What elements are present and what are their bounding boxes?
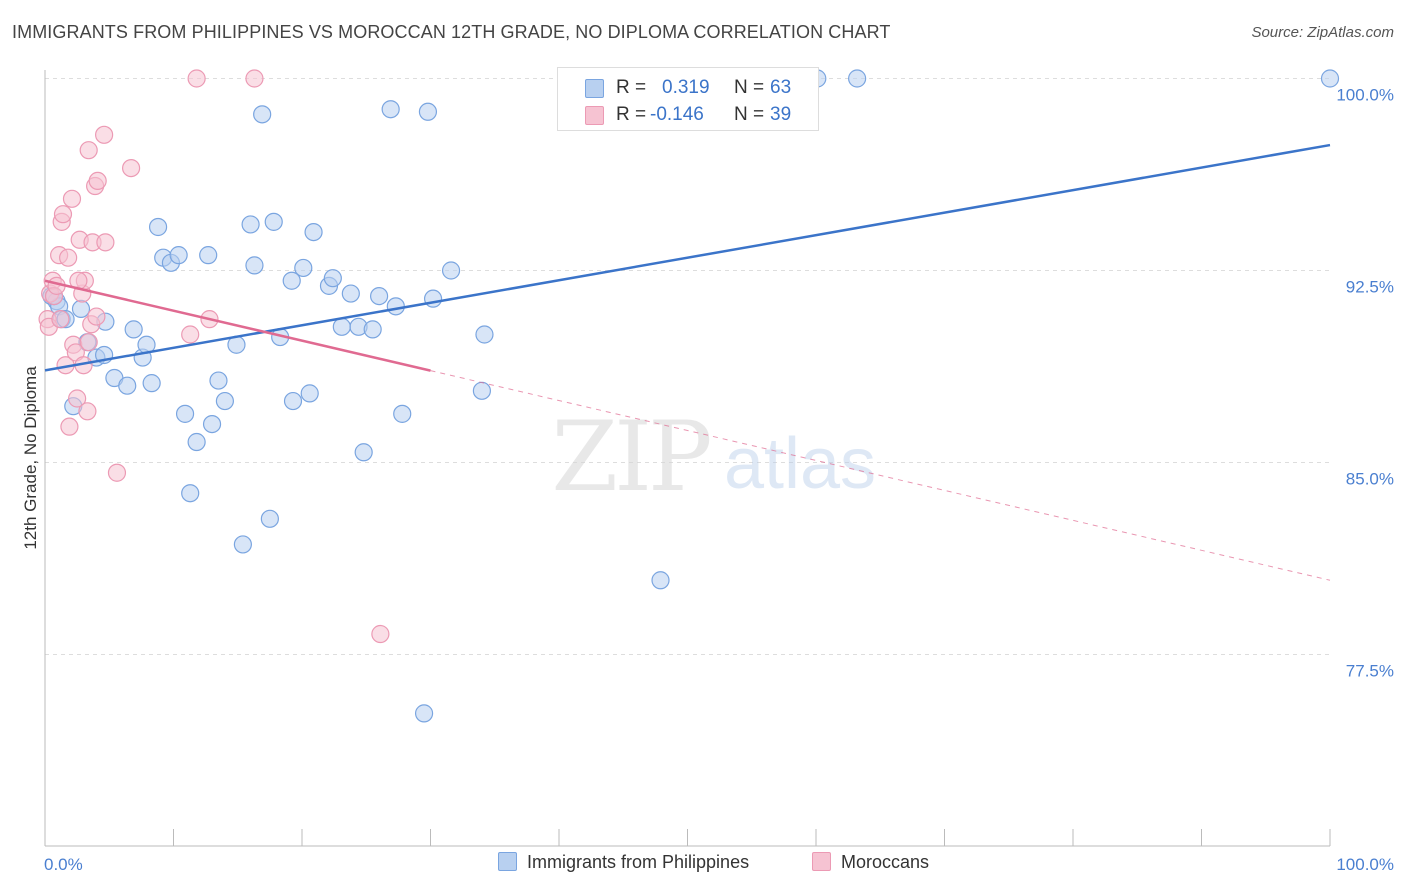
legend-swatch-pink [585, 106, 604, 125]
point-moroccans [60, 417, 79, 436]
legend-row-philippines: R = 0.319 N = 63 [558, 76, 818, 102]
legend-item-philippines: Immigrants from Philippines [498, 852, 749, 873]
point-philippines [148, 217, 168, 237]
legend-n-label: N = [734, 104, 765, 125]
point-moroccans [107, 463, 127, 482]
trend-line-moroccans-extension [430, 370, 1331, 581]
point-philippines [118, 376, 137, 395]
point-philippines [300, 384, 319, 403]
trend-lines [44, 143, 1331, 581]
point-moroccans [79, 141, 98, 160]
legend-r-label: R = [616, 77, 647, 98]
point-philippines [475, 325, 494, 344]
legend-r-value: 0.319 [662, 77, 710, 98]
point-philippines [441, 261, 461, 280]
point-moroccans [245, 69, 264, 88]
point-moroccans [88, 171, 107, 190]
point-moroccans [51, 310, 70, 329]
point-philippines [181, 484, 200, 503]
point-moroccans [121, 159, 141, 178]
y-tick-label: 85.0% [1346, 470, 1394, 489]
point-philippines [418, 102, 438, 121]
point-philippines [386, 297, 405, 316]
legend-item-moroccans: Moroccans [812, 852, 929, 873]
legend-r-value: -0.146 [650, 104, 704, 125]
point-philippines [245, 256, 264, 275]
legend-n-value: 39 [770, 104, 792, 125]
legend-n-value: 63 [770, 77, 792, 98]
tick-labels: 77.5% 85.0% 92.5% 100.0% 0.0% 100.0% [44, 86, 1394, 875]
point-philippines [241, 215, 260, 234]
point-moroccans [79, 333, 98, 352]
point-philippines [332, 317, 351, 336]
point-philippines [215, 391, 234, 411]
point-moroccans [53, 205, 73, 224]
watermark: ZIP atlas [551, 401, 876, 513]
legend-swatch-blue [498, 852, 517, 871]
y-tick-label: 92.5% [1346, 278, 1394, 297]
point-philippines [71, 299, 91, 318]
point-philippines [233, 535, 252, 554]
point-moroccans [95, 125, 114, 144]
point-philippines [414, 704, 434, 723]
point-philippines [253, 105, 272, 124]
y-tick-label: 100.0% [1336, 86, 1394, 105]
trend-line-moroccans [44, 279, 431, 372]
chart-title: IMMIGRANTS FROM PHILIPPINES VS MOROCCAN … [12, 22, 891, 42]
point-philippines [381, 100, 400, 119]
point-moroccans [62, 189, 82, 208]
point-philippines [142, 374, 161, 393]
axes [44, 70, 1331, 847]
point-philippines [341, 284, 360, 303]
point-philippines [209, 371, 228, 390]
point-philippines [323, 269, 342, 288]
point-philippines [202, 415, 222, 434]
point-moroccans [96, 233, 115, 252]
point-moroccans [68, 389, 87, 408]
legend-r-label: R = [616, 104, 647, 125]
point-philippines [169, 246, 188, 265]
trend-line-philippines [44, 143, 1331, 372]
point-philippines [282, 271, 301, 290]
point-philippines [370, 287, 389, 306]
point-philippines [260, 509, 279, 528]
y-tick-label: 77.5% [1346, 662, 1394, 681]
grid-lines [45, 78, 1330, 655]
point-moroccans [371, 624, 390, 644]
point-philippines [354, 443, 373, 462]
point-philippines [393, 404, 412, 423]
legend-label-moroccans: Moroccans [841, 852, 930, 872]
point-philippines [124, 320, 143, 339]
point-moroccans [187, 69, 206, 88]
point-philippines [304, 223, 323, 242]
point-philippines [294, 258, 313, 278]
legend-swatch-blue [585, 79, 604, 98]
point-philippines [1320, 69, 1340, 88]
legend-swatch-pink [812, 852, 831, 871]
point-philippines [175, 404, 195, 423]
x-tick-label: 100.0% [1336, 855, 1394, 874]
point-moroccans [87, 307, 106, 326]
source-label: Source: ZipAtlas.com [1251, 24, 1394, 41]
watermark-zip: ZIP [551, 401, 710, 513]
point-philippines [264, 212, 283, 231]
point-philippines [199, 246, 218, 265]
point-moroccans [181, 325, 200, 344]
point-moroccans [78, 402, 97, 421]
legend-row-moroccans: R = -0.146 N = 39 [558, 103, 818, 129]
point-philippines [848, 69, 867, 88]
x-tick-label: 0.0% [44, 855, 83, 874]
point-philippines [363, 320, 382, 339]
point-philippines [283, 391, 303, 411]
legend-n-label: N = [734, 77, 765, 98]
points [38, 69, 1340, 723]
point-philippines [651, 571, 670, 590]
point-philippines [472, 381, 491, 400]
point-philippines [187, 432, 206, 452]
watermark-atlas: atlas [724, 424, 876, 504]
correlation-legend: R = 0.319 N = 63 R = -0.146 N = 39 [557, 67, 819, 131]
legend-label-philippines: Immigrants from Philippines [527, 852, 750, 872]
point-moroccans [59, 248, 78, 267]
